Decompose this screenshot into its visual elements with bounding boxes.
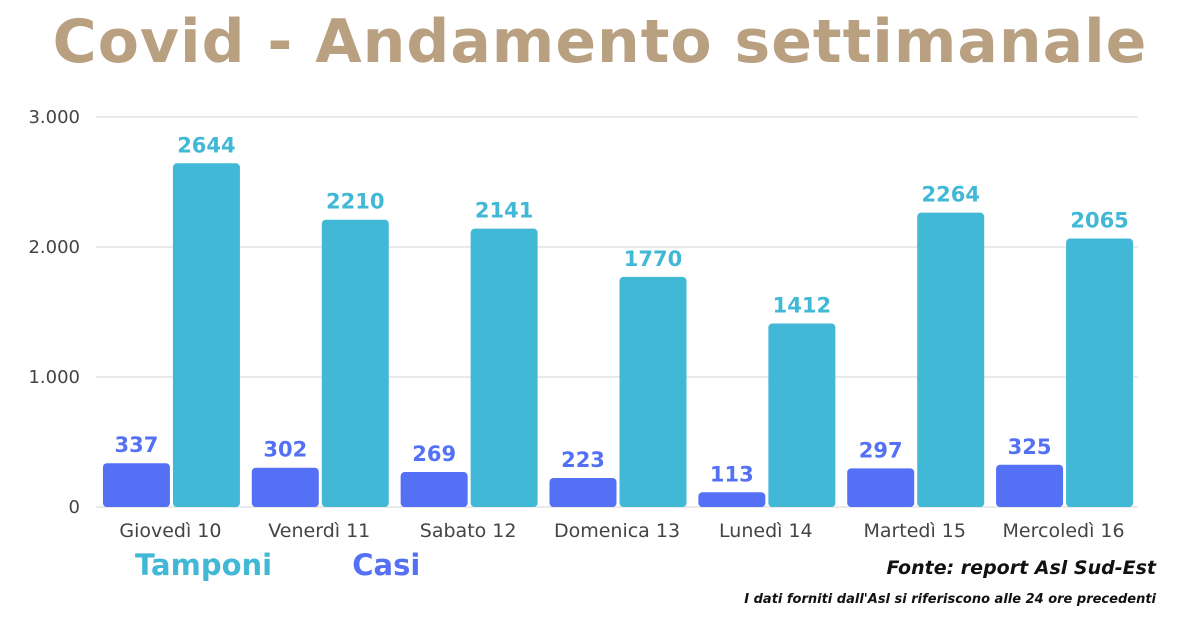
y-tick-label: 3.000 xyxy=(28,107,80,128)
legend-tamponi: Tamponi xyxy=(135,548,273,582)
x-tick-label: Lunedì 14 xyxy=(719,520,813,542)
bar-casi xyxy=(251,467,319,507)
bar-tamponi xyxy=(619,276,687,507)
x-tick-label: Mercoledì 16 xyxy=(1003,520,1125,542)
y-tick-label: 2.000 xyxy=(28,237,80,258)
data-label-tamponi: 2065 xyxy=(1070,209,1128,233)
data-label-casi: 223 xyxy=(561,448,605,472)
data-label-casi: 269 xyxy=(412,442,456,466)
bar-tamponi xyxy=(172,163,240,507)
legend: Tamponi Casi xyxy=(135,548,420,582)
x-tick-label: Venerdì 11 xyxy=(268,520,370,542)
data-label-tamponi: 2644 xyxy=(177,133,235,157)
data-label-tamponi: 1770 xyxy=(624,247,682,271)
bar-tamponi xyxy=(917,212,985,507)
bar-tamponi xyxy=(1066,238,1134,508)
bar-tamponi xyxy=(768,323,836,507)
data-note: I dati forniti dall'Asl si riferiscono a… xyxy=(744,592,1156,607)
bar-casi xyxy=(996,464,1064,507)
bar-casi xyxy=(847,468,915,507)
legend-casi: Casi xyxy=(352,548,421,582)
bar-tamponi xyxy=(321,219,389,507)
data-label-tamponi: 2264 xyxy=(921,183,979,207)
data-label-casi: 302 xyxy=(263,438,307,462)
bar-casi xyxy=(549,478,617,507)
data-label-casi: 325 xyxy=(1008,435,1052,459)
bar-casi xyxy=(698,492,766,507)
data-label-casi: 113 xyxy=(710,462,754,486)
y-tick-label: 0 xyxy=(69,497,80,518)
bar-tamponi xyxy=(470,228,538,508)
data-label-tamponi: 2141 xyxy=(475,199,533,223)
x-tick-label: Giovedì 10 xyxy=(119,520,221,542)
data-label-casi: 297 xyxy=(859,438,903,462)
x-tick-label: Domenica 13 xyxy=(554,520,680,542)
source-note: Fonte: report Asl Sud-Est xyxy=(886,557,1156,579)
x-tick-label: Martedì 15 xyxy=(863,520,966,542)
data-label-tamponi: 1412 xyxy=(773,293,831,317)
y-tick-label: 1.000 xyxy=(28,367,80,388)
data-label-casi: 337 xyxy=(115,433,159,457)
chart-title: Covid - Andamento settimanale xyxy=(52,7,1148,77)
bar-casi xyxy=(400,472,468,507)
bar-casi xyxy=(102,463,170,507)
x-tick-label: Sabato 12 xyxy=(420,520,517,542)
data-label-tamponi: 2210 xyxy=(326,190,384,214)
